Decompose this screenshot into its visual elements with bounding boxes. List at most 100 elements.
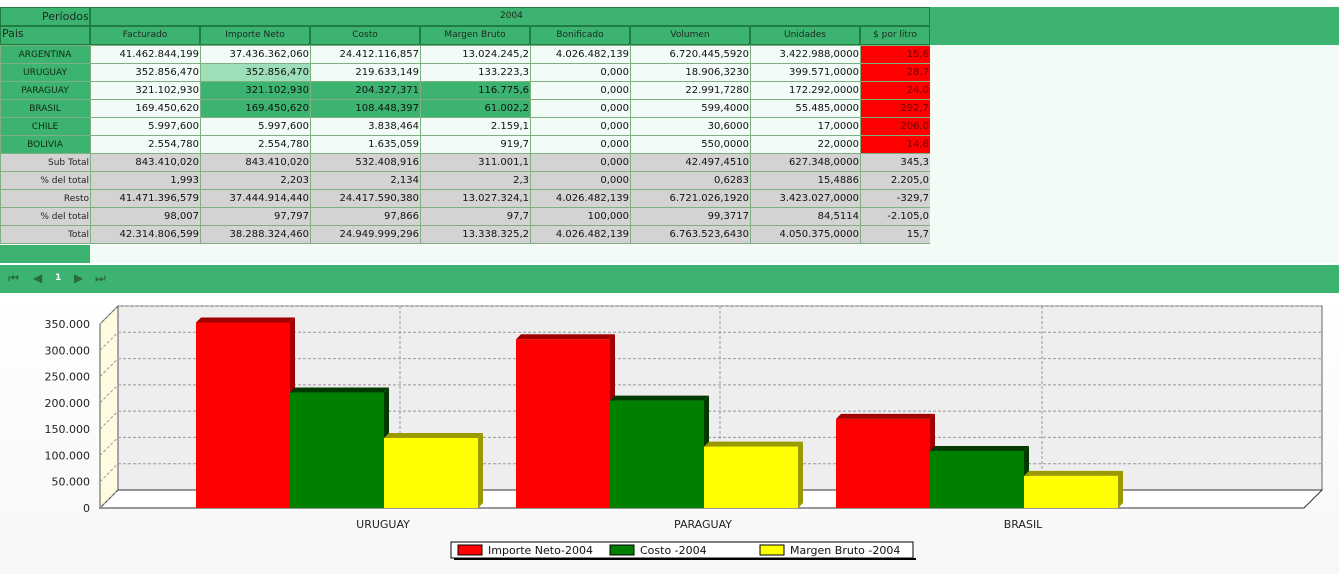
- table-cell: 2.554,780: [200, 135, 311, 154]
- summary-cell: 42.497,4510: [630, 153, 751, 172]
- summary-cell: 15,4886: [750, 171, 861, 190]
- next-page-icon[interactable]: ▶: [74, 271, 84, 285]
- gridline-side: [99, 305, 119, 325]
- row-label[interactable]: URUGUAY: [0, 63, 91, 82]
- table-cell: 108.448,397: [310, 99, 421, 118]
- y-tick-label: 50.000: [52, 476, 91, 489]
- summary-cell: 38.288.324,460: [200, 225, 311, 244]
- column-header-3[interactable]: Margen Bruto: [420, 26, 530, 45]
- column-header-7[interactable]: $ por litro: [860, 26, 930, 45]
- bar-side: [798, 441, 803, 508]
- table-cell: 204.327,371: [310, 81, 421, 100]
- gridline-side: [99, 358, 119, 377]
- x-tick-label: BRASIL: [1004, 518, 1043, 531]
- summary-cell: 97,797: [200, 207, 311, 226]
- summary-row: Resto 41.471.396,579 37.444.914,440 24.417.…: [0, 189, 931, 208]
- summary-cell: 1,993: [90, 171, 201, 190]
- table-cell: 22,0000: [750, 135, 861, 154]
- table-cell: 399.571,0000: [750, 63, 861, 82]
- table-row[interactable]: PARAGUAY 321.102,930 321.102,930 204.327,37…: [0, 81, 931, 100]
- summary-cell: 97,866: [310, 207, 421, 226]
- column-header-label: Volumen: [670, 30, 710, 40]
- summary-cell: 24.417.590,380: [310, 189, 421, 208]
- legend-swatch: [759, 544, 785, 556]
- y-tick-label: 300.000: [45, 344, 91, 357]
- row-label[interactable]: PARAGUAY: [0, 81, 91, 100]
- year-header-cell[interactable]: [90, 7, 930, 26]
- summary-cell: 37.444.914,440: [200, 189, 311, 208]
- summary-row: % del total 98,007 97,797 97,866 97,7 100,000…: [0, 207, 931, 226]
- gridline-side: [99, 463, 119, 483]
- column-header-0[interactable]: Facturado: [90, 26, 200, 45]
- bar: [290, 392, 384, 508]
- gridline-side: [99, 489, 119, 509]
- page-number[interactable]: 1: [55, 273, 62, 283]
- plot-side-wall: [99, 304, 119, 510]
- summary-cell: 97,7: [420, 207, 531, 226]
- table-row[interactable]: CHILE 5.997,600 5.997,600 3.838,464 2.159,1 0…: [0, 117, 931, 136]
- previous-page-icon[interactable]: ◀: [33, 271, 43, 285]
- first-page-icon[interactable]: ⏮: [8, 271, 19, 285]
- summary-cell: 4.050.375,0000: [750, 225, 861, 244]
- table-cell: 116.775,6: [420, 81, 531, 100]
- summary-cell: 2,134: [310, 171, 421, 190]
- summary-cell: 99,3717: [630, 207, 751, 226]
- pager-bar: ⏮ ◀ 1 ▶ ⏭: [0, 265, 1339, 293]
- table-cell: 2.159,1: [420, 117, 531, 136]
- summary-cell: 42.314.806,599: [90, 225, 201, 244]
- summary-cell: 98,007: [90, 207, 201, 226]
- y-tick-label: 150.000: [45, 423, 91, 436]
- x-tick-label: URUGUAY: [356, 518, 410, 531]
- table-cell: 13.024.245,2: [420, 45, 531, 64]
- summary-cell: 843.410,020: [200, 153, 311, 172]
- table-cell: 169.450,620: [90, 99, 201, 118]
- column-header-2[interactable]: Costo: [310, 26, 420, 45]
- bar-side: [478, 432, 483, 508]
- summary-cell: 4.026.482,139: [530, 189, 631, 208]
- periods-header-cell: [0, 7, 90, 26]
- x-tick-label: PARAGUAY: [674, 518, 732, 531]
- column-header-5[interactable]: Volumen: [630, 26, 750, 45]
- summary-cell: 24.949.999,296: [310, 225, 421, 244]
- column-header-1[interactable]: Importe Neto: [200, 26, 310, 45]
- row-label[interactable]: CHILE: [0, 117, 91, 136]
- row-label[interactable]: BOLIVIA: [0, 135, 91, 154]
- row-label[interactable]: ARGENTINA: [0, 45, 91, 64]
- summary-cell: 0,000: [530, 171, 631, 190]
- table-cell: 3.422.988,0000: [750, 45, 861, 64]
- summary-cell: 843.410,020: [90, 153, 201, 172]
- summary-label: Sub Total: [0, 153, 91, 172]
- legend-shadow: [454, 558, 916, 560]
- bar-top: [290, 387, 389, 393]
- gridline-side: [99, 384, 119, 404]
- column-header-label: Facturado: [122, 30, 168, 40]
- table-cell: 24.412.116,857: [310, 45, 421, 64]
- table-row[interactable]: ARGENTINA 41.462.844,199 37.436.362,060 24.…: [0, 45, 931, 64]
- summary-cell: 0,6283: [630, 171, 751, 190]
- column-header-label: Unidades: [784, 30, 826, 40]
- year-label: 2004: [500, 11, 523, 21]
- table-cell: 0,000: [530, 117, 631, 136]
- bar-top: [704, 441, 803, 447]
- last-page-icon[interactable]: ⏭: [95, 271, 106, 285]
- row-label[interactable]: BRASIL: [0, 99, 91, 118]
- summary-cell: 2.205,0: [860, 171, 931, 190]
- table-cell: 1.635,059: [310, 135, 421, 154]
- bar: [516, 339, 610, 508]
- column-header-6[interactable]: Unidades: [750, 26, 860, 45]
- column-header-label: Costo: [352, 30, 378, 40]
- column-header-4[interactable]: Bonificado: [530, 26, 630, 45]
- summary-cell: -329,7: [860, 189, 931, 208]
- table-row[interactable]: URUGUAY 352.856,470 352.856,470 219.633,149…: [0, 63, 931, 82]
- legend-label: Costo -2004: [640, 544, 707, 557]
- summary-label: % del total: [0, 207, 91, 226]
- summary-cell: -2.105,0: [860, 207, 931, 226]
- grid-footer-left: [0, 245, 90, 263]
- table-row[interactable]: BOLIVIA 2.554,780 2.554,780 1.635,059 919,7 0…: [0, 135, 931, 154]
- table-cell: 55.485,0000: [750, 99, 861, 118]
- table-cell: 133.223,3: [420, 63, 531, 82]
- bar-top: [516, 334, 615, 340]
- table-row[interactable]: BRASIL 169.450,620 169.450,620 108.448,397 6…: [0, 99, 931, 118]
- table-cell: 4.026.482,139: [530, 45, 631, 64]
- bar-chart: 0 50.000 100.000 150.000 200.000 250.000 300.0…: [45, 304, 1324, 560]
